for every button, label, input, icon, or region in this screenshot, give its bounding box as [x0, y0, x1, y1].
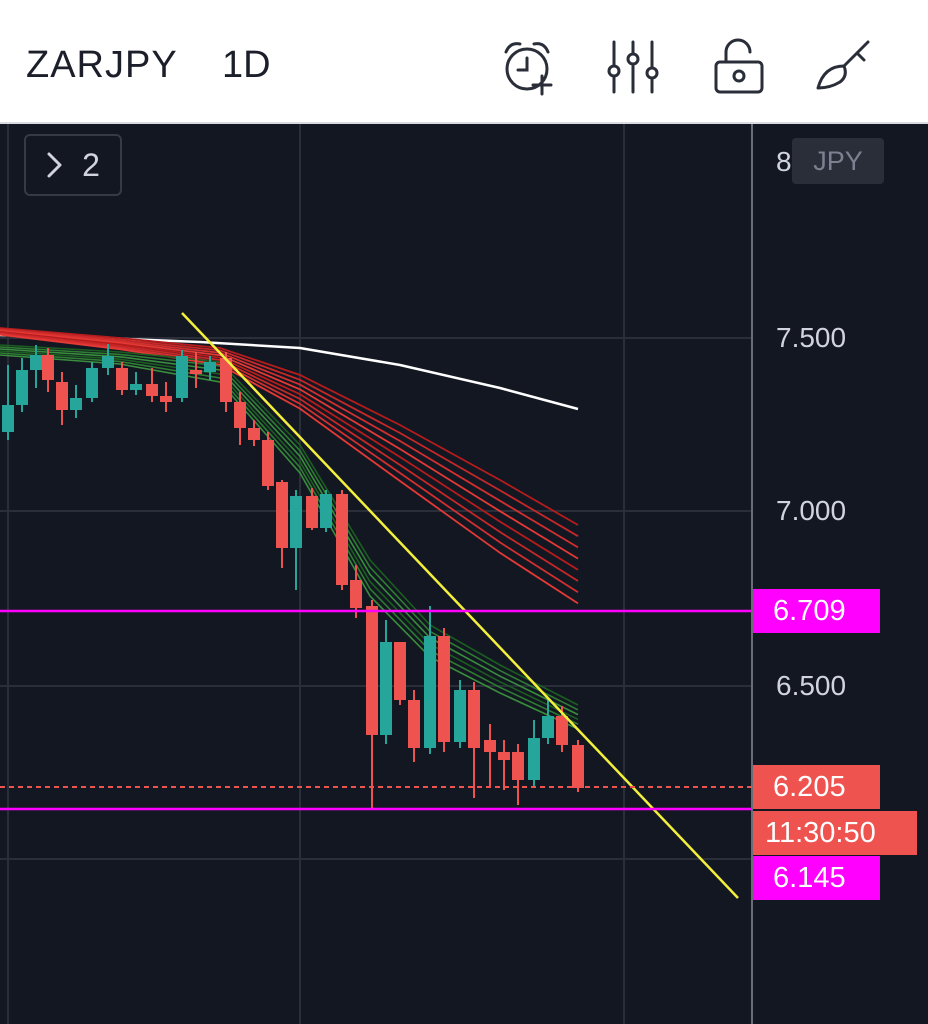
- candle-body: [42, 355, 54, 380]
- candle-body: [394, 642, 406, 700]
- ma-ribbon: [0, 327, 579, 730]
- red-ribbon-line: [0, 328, 579, 537]
- green-ribbon-line: [0, 352, 579, 725]
- candle-body: [276, 482, 288, 548]
- candle-body: [16, 370, 28, 405]
- candle-body: [116, 368, 128, 390]
- candle-body: [542, 716, 554, 738]
- candle-body: [30, 355, 42, 370]
- candle-body: [204, 362, 216, 372]
- candle-body: [160, 396, 172, 402]
- red-ribbon-line: [0, 332, 579, 593]
- red-ribbon-line: [0, 327, 579, 526]
- candle-body: [512, 752, 524, 780]
- candle-body: [366, 606, 378, 735]
- candle-body: [2, 405, 14, 432]
- candle-body: [484, 740, 496, 752]
- countdown-tag: 11:30:50: [753, 811, 917, 855]
- upper-line-price-tag: 6.709: [753, 589, 880, 633]
- candle-body: [176, 356, 188, 398]
- indicators-settings-icon[interactable]: [602, 36, 664, 98]
- candle-body: [86, 368, 98, 398]
- candle-body: [306, 496, 318, 528]
- green-ribbon-line: [0, 344, 579, 706]
- red-ribbon-line: [0, 329, 579, 560]
- candle-body: [528, 738, 540, 780]
- candle-body: [438, 636, 450, 742]
- red-ribbon-line: [0, 331, 579, 582]
- lower-line-price-tag: 6.145: [753, 856, 880, 900]
- candle-body: [290, 496, 302, 548]
- red-ribbon-line: [0, 329, 579, 549]
- candle-body: [234, 402, 246, 428]
- green-ribbon-line: [0, 346, 579, 711]
- candle-body: [70, 398, 82, 410]
- candle-body: [336, 494, 348, 585]
- chevron-right-icon: [47, 152, 62, 178]
- candle-body: [56, 382, 68, 410]
- top-toolbar: ZARJPY 1D: [0, 0, 928, 124]
- candle-body: [262, 440, 274, 486]
- candle-body: [556, 716, 568, 745]
- green-ribbon-line: [0, 350, 579, 721]
- axis-label: 7.500: [776, 322, 847, 353]
- candle-body: [320, 494, 332, 528]
- red-ribbon-line: [0, 333, 579, 605]
- candle-body: [424, 636, 436, 748]
- candle-body: [468, 690, 480, 748]
- alarm-add-icon[interactable]: [496, 36, 558, 98]
- candle-body: [190, 370, 202, 374]
- brush-icon[interactable]: [814, 36, 876, 98]
- candle-body: [572, 745, 584, 788]
- axis-label: 7.000: [776, 495, 847, 526]
- candle-body: [130, 384, 142, 390]
- candle-body: [454, 690, 466, 742]
- axis-label-partial: 8: [776, 146, 792, 177]
- green-ribbon-line: [0, 354, 579, 730]
- candle-body: [350, 580, 362, 608]
- candlesticks: [2, 344, 584, 808]
- collapse-panel-button[interactable]: 2: [24, 134, 122, 196]
- lock-icon[interactable]: [708, 36, 770, 98]
- collapse-count: 2: [82, 146, 100, 183]
- candle-body: [248, 428, 260, 440]
- candle-body: [102, 356, 114, 368]
- interval-selector[interactable]: 1D: [222, 44, 271, 86]
- last-price-tag: 6.205: [753, 765, 880, 809]
- trendline[interactable]: [181, 312, 739, 899]
- candle-body: [408, 700, 420, 748]
- candle-body: [380, 642, 392, 735]
- green-ribbon-line: [0, 348, 579, 716]
- currency-badge[interactable]: JPY: [792, 138, 884, 184]
- symbol-name[interactable]: ZARJPY: [26, 44, 178, 86]
- red-ribbon-line: [0, 330, 579, 571]
- axis-label: 6.500: [776, 670, 847, 701]
- candle-body: [498, 752, 510, 760]
- candle-body: [220, 358, 232, 402]
- candle-body: [146, 384, 158, 396]
